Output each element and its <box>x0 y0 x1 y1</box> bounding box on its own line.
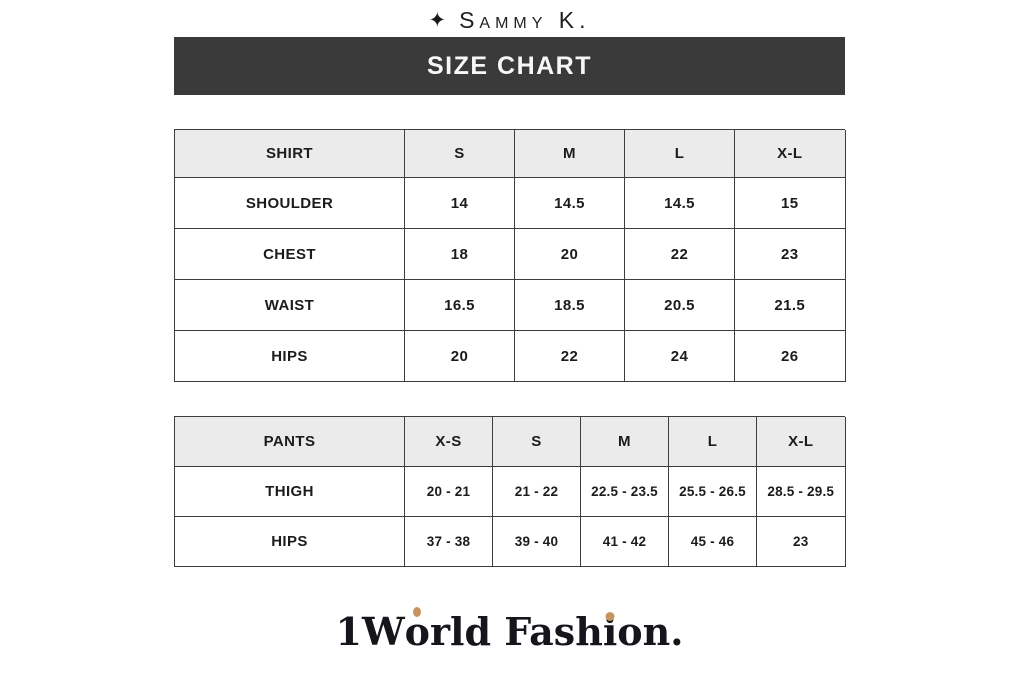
row-label: SHOULDER <box>175 178 405 229</box>
value-cell: 18 <box>405 229 515 280</box>
pants-header-cell-l: L <box>669 417 757 467</box>
shirt-table-header-row: SHIRT S M L X-L <box>175 130 846 178</box>
table-row-hips: HIPS 20 22 24 26 <box>175 331 846 382</box>
value-cell: 23 <box>757 517 846 567</box>
pants-header-cell-s: S <box>493 417 581 467</box>
logo-o-with-gold-dot-icon: o <box>404 609 431 654</box>
value-cell: 22 <box>515 331 625 382</box>
value-cell: 39 - 40 <box>493 517 581 567</box>
value-cell: 28.5 - 29.5 <box>757 467 846 517</box>
banner-title: SIZE CHART <box>427 51 592 80</box>
four-pointed-star-icon: ✦ <box>428 8 447 32</box>
table-row-thigh: THIGH 20 - 21 21 - 22 22.5 - 23.5 25.5 -… <box>175 467 846 517</box>
shirt-size-table: SHIRT S M L X-L SHOULDER 14 14.5 14.5 15… <box>174 129 846 382</box>
value-cell: 41 - 42 <box>581 517 669 567</box>
table-row-pants-hips: HIPS 37 - 38 39 - 40 41 - 42 45 - 46 23 <box>175 517 846 567</box>
pants-header-cell: PANTS <box>175 417 405 467</box>
value-cell: 20 - 21 <box>405 467 493 517</box>
logo-text-segment: 1W <box>335 609 405 654</box>
shirt-header-cell-m: M <box>515 130 625 178</box>
value-cell: 20.5 <box>625 280 735 331</box>
value-cell: 18.5 <box>515 280 625 331</box>
pants-header-cell-m: M <box>581 417 669 467</box>
logo-text-segment: rld Fash <box>430 609 603 654</box>
brand-header: ✦ Sammy K. <box>174 6 845 34</box>
row-label: CHEST <box>175 229 405 280</box>
value-cell: 15 <box>735 178 846 229</box>
value-cell: 24 <box>625 331 735 382</box>
row-label: THIGH <box>175 467 405 517</box>
size-chart-sheet: ✦ Sammy K. SIZE CHART SHIRT S M L X-L SH… <box>174 6 846 655</box>
shirt-header-cell-xl: X-L <box>735 130 846 178</box>
pants-size-table: PANTS X-S S M L X-L THIGH 20 - 21 21 - 2… <box>174 416 846 567</box>
value-cell: 23 <box>735 229 846 280</box>
value-cell: 22.5 - 23.5 <box>581 467 669 517</box>
value-cell: 21.5 <box>735 280 846 331</box>
row-label: HIPS <box>175 517 405 567</box>
brand-name: Sammy K. <box>459 6 591 33</box>
row-label: WAIST <box>175 280 405 331</box>
table-row-chest: CHEST 18 20 22 23 <box>175 229 846 280</box>
size-chart-banner: SIZE CHART <box>174 37 845 95</box>
pants-header-cell-xs: X-S <box>405 417 493 467</box>
table-row-shoulder: SHOULDER 14 14.5 14.5 15 <box>175 178 846 229</box>
logo-text-segment: on. <box>617 609 684 654</box>
value-cell: 16.5 <box>405 280 515 331</box>
logo-i-with-gold-dot-icon: i <box>602 609 618 654</box>
shirt-header-cell: SHIRT <box>175 130 405 178</box>
value-cell: 14.5 <box>515 178 625 229</box>
pants-header-cell-xl: X-L <box>757 417 846 467</box>
table-row-waist: WAIST 16.5 18.5 20.5 21.5 <box>175 280 846 331</box>
value-cell: 14.5 <box>625 178 735 229</box>
value-cell: 25.5 - 26.5 <box>669 467 757 517</box>
shirt-header-cell-l: L <box>625 130 735 178</box>
value-cell: 26 <box>735 331 846 382</box>
value-cell: 45 - 46 <box>669 517 757 567</box>
value-cell: 21 - 22 <box>493 467 581 517</box>
row-label: HIPS <box>175 331 405 382</box>
value-cell: 20 <box>515 229 625 280</box>
value-cell: 20 <box>405 331 515 382</box>
pants-table-header-row: PANTS X-S S M L X-L <box>175 417 846 467</box>
value-cell: 14 <box>405 178 515 229</box>
shirt-header-cell-s: S <box>405 130 515 178</box>
value-cell: 37 - 38 <box>405 517 493 567</box>
oneworld-fashion-logo: 1World Fashion. <box>174 609 845 655</box>
value-cell: 22 <box>625 229 735 280</box>
